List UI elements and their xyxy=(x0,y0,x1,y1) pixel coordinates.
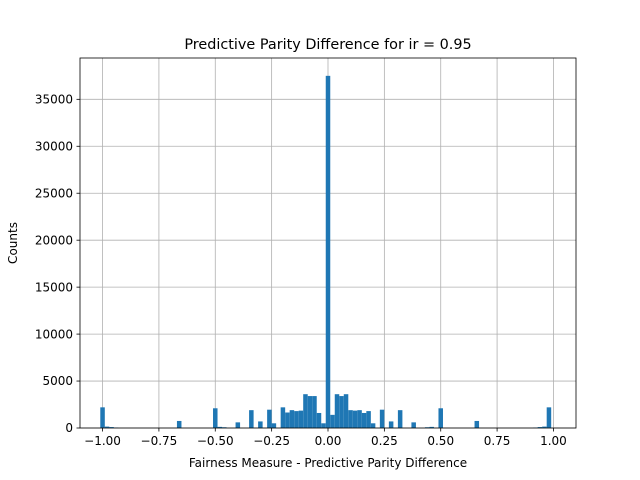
histogram-bar xyxy=(370,423,376,428)
histogram-bar xyxy=(303,394,308,428)
histogram-bar xyxy=(258,421,263,428)
histogram-bar xyxy=(176,420,182,428)
chart-title: Predictive Parity Difference for ir = 0.… xyxy=(184,37,471,53)
y-tick-label: 20000 xyxy=(35,233,73,247)
histogram-bar xyxy=(339,396,344,428)
histogram-bar xyxy=(343,394,349,428)
x-axis-ticks: −1.00 −0.75 −0.50 −0.25 0.00 0.25 0.50 0.75 1.00 xyxy=(84,428,567,448)
y-tick-label: 15000 xyxy=(35,280,73,294)
x-tick-label: −0.50 xyxy=(197,434,234,448)
histogram-bar xyxy=(217,426,223,428)
histogram-bars xyxy=(100,75,552,428)
histogram-bar xyxy=(235,422,241,428)
y-tick-label: 5000 xyxy=(42,374,73,388)
y-tick-label: 35000 xyxy=(35,93,73,107)
histogram-bar xyxy=(267,409,272,428)
histogram-bar xyxy=(294,411,299,428)
x-tick-label: −0.75 xyxy=(141,434,178,448)
histogram-bar xyxy=(438,408,443,428)
x-tick-label: 0.75 xyxy=(484,434,511,448)
histogram-bar xyxy=(316,412,322,428)
x-tick-label: 1.00 xyxy=(540,434,567,448)
histogram-bar xyxy=(352,410,358,428)
y-tick-label: 25000 xyxy=(35,186,73,200)
histogram-bar xyxy=(307,396,313,428)
histogram-bar xyxy=(474,420,480,428)
histogram-bar xyxy=(298,410,304,428)
histogram-bar xyxy=(280,407,286,428)
histogram-bar xyxy=(411,422,416,428)
histogram-bar xyxy=(542,426,547,428)
histogram-bar xyxy=(397,410,403,428)
x-tick-label: −1.00 xyxy=(84,434,121,448)
x-tick-label: 0.00 xyxy=(315,434,342,448)
x-tick-label: −0.25 xyxy=(253,434,290,448)
histogram-bar xyxy=(213,408,218,428)
histogram-bar xyxy=(249,410,254,428)
histogram-bar xyxy=(388,421,394,428)
histogram-bar xyxy=(285,412,290,428)
histogram-bar xyxy=(366,411,371,428)
histogram-bar xyxy=(348,410,353,428)
histogram-bar xyxy=(312,396,317,428)
y-tick-label: 10000 xyxy=(35,327,73,341)
histogram-bar xyxy=(325,75,331,428)
histogram-bar xyxy=(109,427,114,428)
y-tick-label: 30000 xyxy=(35,139,73,153)
histogram-bar xyxy=(289,410,295,428)
histogram-bar xyxy=(357,410,362,428)
y-axis-label: Counts xyxy=(6,222,20,264)
histogram-bar xyxy=(321,423,326,428)
histogram-bar xyxy=(537,427,543,428)
histogram-bar xyxy=(361,412,367,428)
y-tick-label: 0 xyxy=(65,421,73,435)
histogram-bar xyxy=(100,407,105,428)
histogram-bar xyxy=(271,423,277,428)
histogram-bar xyxy=(429,426,434,428)
histogram-bar xyxy=(379,409,385,428)
histogram-bar xyxy=(334,394,340,428)
histogram-bar xyxy=(330,414,335,428)
y-axis-ticks: 0 5000 10000 15000 20000 25000 30000 35000 xyxy=(35,93,80,435)
histogram-bar xyxy=(546,407,552,428)
histogram-bar xyxy=(104,426,110,428)
x-tick-label: 0.25 xyxy=(371,434,398,448)
x-tick-label: 0.50 xyxy=(427,434,454,448)
x-axis-label: Fairness Measure - Predictive Parity Dif… xyxy=(189,456,467,470)
